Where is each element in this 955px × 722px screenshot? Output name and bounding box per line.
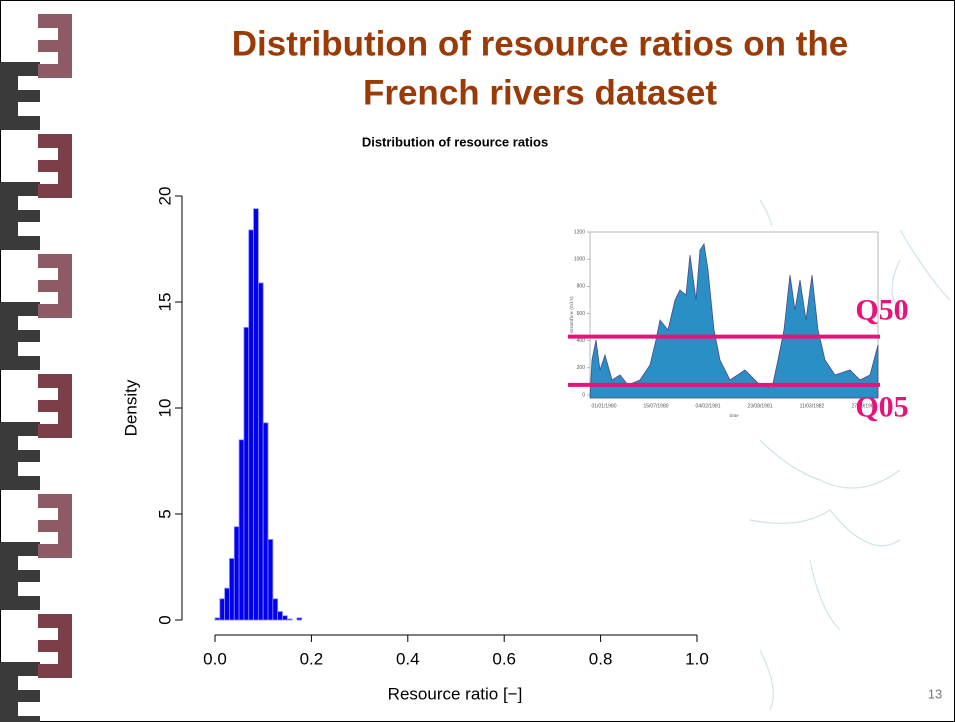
inset-y-tick-label: 1200 — [574, 229, 585, 235]
stripe-maroon — [38, 374, 72, 438]
inset-x-label: time — [730, 414, 740, 419]
inset-x-tick-label: 15/07/1980 — [643, 403, 668, 409]
y-axis-label: Density — [121, 379, 140, 436]
bar — [229, 558, 235, 621]
x-tick-label: 1.0 — [685, 649, 709, 668]
stripe-maroon — [38, 134, 72, 198]
bar — [296, 617, 303, 621]
page-number: 13 — [928, 686, 942, 701]
x-axis-label: Resource ratio [−] — [388, 684, 523, 703]
inset-x-tick-label: 27/09/1982 — [851, 403, 876, 409]
stripe-dark — [0, 662, 40, 722]
inset-x-tick-label: 23/08/1981 — [747, 403, 772, 409]
inset-y-tick-label: 400 — [577, 338, 586, 344]
y-tick-label: 5 — [155, 509, 174, 518]
stripe-maroon — [38, 494, 72, 558]
x-tick-label: 0.6 — [492, 649, 516, 668]
bar — [277, 611, 283, 621]
stripe-dark — [0, 182, 40, 250]
bar — [253, 208, 259, 621]
inset-y-tick-label: 1000 — [574, 256, 585, 262]
stripe-dark — [0, 542, 40, 610]
bar — [262, 422, 269, 621]
x-tick-label: 0.2 — [300, 649, 324, 668]
y-tick-label: 0 — [155, 615, 174, 624]
y-tick-label: 15 — [155, 293, 174, 312]
inset-x-tick-label: 01/01/1980 — [591, 403, 616, 409]
y-tick-label: 10 — [155, 399, 174, 418]
inset-y-tick-label: 0 — [582, 392, 585, 398]
stripe-dark — [0, 62, 40, 130]
inset-y-tick-label: 800 — [577, 284, 586, 290]
bar — [243, 327, 250, 621]
bar — [214, 617, 221, 621]
stripe-dark — [0, 302, 40, 370]
bar — [272, 598, 279, 621]
bar — [286, 618, 293, 621]
threshold-label: Q05 — [855, 391, 908, 424]
side-decoration — [0, 14, 72, 722]
slide-title: French rivers dataset — [363, 73, 717, 112]
x-tick-label: 0.8 — [589, 649, 613, 668]
inset-hydrograph: 0 200 400 600 800 1000 1200 01/01/1980 15/07/198… — [562, 226, 882, 426]
bar — [282, 615, 288, 621]
threshold-label: Q50 — [855, 293, 908, 326]
histogram: 0 5 10 15 20 0.0 0.2 0.4 0.6 0.8 1.0 — [155, 187, 708, 669]
x-tick-label: 0.4 — [396, 649, 420, 668]
inset-x-tick-label: 04/02/1981 — [695, 403, 720, 409]
y-tick-label: 20 — [155, 187, 174, 206]
bar — [233, 526, 240, 621]
inset-y-label: streamflow (m3/s) — [570, 296, 575, 333]
bar — [219, 598, 226, 621]
inset-y-tick-label: 200 — [577, 365, 586, 371]
stripe-dark — [0, 422, 40, 490]
inset-x-tick-label: 11/03/1982 — [800, 403, 825, 409]
bar — [257, 282, 264, 621]
chart-title: Distribution of resource ratios — [362, 134, 548, 149]
slide-title: Distribution of resource ratios on the — [232, 24, 848, 63]
bar — [248, 229, 254, 621]
stripe-maroon — [38, 614, 72, 678]
bar — [267, 539, 274, 621]
stripe-maroon — [38, 254, 72, 318]
bar — [238, 439, 245, 621]
x-tick-label: 0.0 — [203, 649, 227, 668]
bar — [224, 587, 230, 621]
stripe-maroon — [38, 14, 72, 78]
inset-y-tick-label: 600 — [577, 311, 586, 317]
